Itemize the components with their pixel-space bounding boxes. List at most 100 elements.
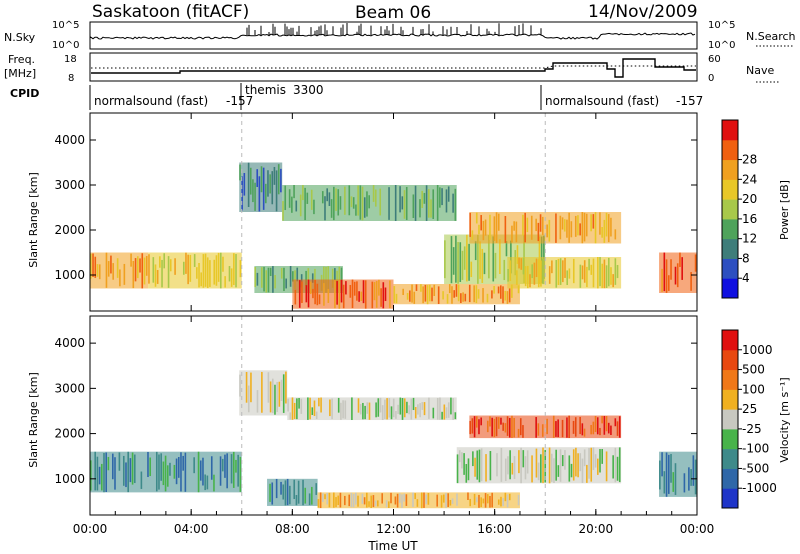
vel-colorbar-swatch-3 (722, 428, 738, 450)
power-region-10 (659, 252, 697, 293)
power-ylabel: Slant Range [km] (27, 172, 40, 268)
power-colorbar-label-3: 16 (742, 212, 757, 226)
noise-sky-trace (90, 32, 696, 40)
vel-ytick-label-2: 3000 (54, 381, 85, 395)
xtick-label-1: 04:00 (174, 522, 209, 536)
vel-colorbar-label-1: 500 (742, 363, 765, 377)
power-colorbar-swatch-4 (722, 199, 738, 220)
power-ytick-label-1: 2000 (54, 223, 85, 237)
cpid-seg0-name: normalsound (fast) (94, 94, 208, 108)
power-colorbar-label-4: 20 (742, 192, 757, 206)
cpid-seg1-name: themis (245, 83, 286, 97)
nave-tick-top: 60 (708, 54, 721, 65)
vel-colorbar-swatch-8 (722, 330, 738, 351)
power-colorbar-label-2: 12 (742, 232, 757, 246)
time-x-axis: 00:00 04:00 08:00 12:00 16:00 20:00 00:00 (73, 113, 715, 536)
vel-colorbar-swatch-1 (722, 468, 738, 489)
power-colorbar-swatch-1 (722, 258, 738, 279)
freq-label: Freq. (8, 53, 35, 66)
vel-region-7 (659, 451, 697, 497)
cpid-label: CPID (10, 87, 39, 100)
nsearch-label: N.Search (746, 30, 796, 43)
velocity-heatmap-marks (90, 316, 697, 515)
velocity-ylabel: Slant Range [km] (27, 372, 40, 468)
vel-colorbar-label-3: 25 (742, 402, 757, 416)
power-colorbar-swatch-2 (722, 238, 738, 259)
vel-colorbar-label-7: -1000 (742, 481, 777, 495)
power-colorbar-label-6: 28 (742, 153, 757, 167)
power-heatmap-marks (90, 113, 697, 311)
xtick-label-5: 20:00 (579, 522, 614, 536)
power-colorbar-swatch-0 (722, 278, 738, 299)
xtick-label-6: 00:00 (680, 522, 715, 536)
vel-colorbar-label-6: -500 (742, 461, 769, 475)
noise-strip-frame (89, 21, 698, 50)
vel-colorbar-label-0: 1000 (742, 343, 773, 357)
vel-region-4 (317, 492, 520, 509)
power-region-1 (148, 252, 242, 289)
vel-colorbar-swatch-6 (722, 369, 738, 390)
power-y-axis: 1000 2000 3000 4000 (54, 133, 697, 282)
vel-ytick-label-3: 4000 (54, 336, 85, 350)
vel-region-1 (239, 370, 288, 416)
power-colorbar-swatch-6 (722, 159, 738, 180)
cpid-seg2-name: normalsound (fast) (545, 94, 659, 108)
noise-right-tick-top: 10^5 (708, 20, 735, 31)
vel-colorbar-swatch-7 (722, 349, 738, 371)
freq-unit-label: [MHz] (4, 67, 36, 80)
station-title: Saskatoon (fitACF) (92, 2, 249, 22)
nave-trace (91, 65, 696, 69)
freq-strip-frame (89, 52, 698, 82)
noise-left-tick-bottom: 10^0 (52, 40, 79, 51)
vel-colorbar-swatch-0 (722, 488, 738, 509)
vel-ytick-label-1: 2000 (54, 427, 85, 441)
power-colorbar-label-5: 24 (742, 172, 757, 186)
power-region-2 (239, 162, 283, 212)
power-colorbar-swatch-5 (722, 179, 738, 200)
velocity-colorbar-frame (721, 329, 739, 509)
power-region-9 (507, 257, 622, 289)
power-ytick-label-3: 4000 (54, 133, 85, 147)
power-colorbar-swatch-8 (722, 120, 738, 141)
power-ytick-label-0: 1000 (54, 268, 85, 282)
velocity-colorbar-ticks: 1000 500 100 25 -25 -100 -500 -1000 (738, 343, 777, 495)
vel-colorbar-swatch-4 (722, 409, 738, 430)
power-region-6 (393, 284, 520, 305)
cpid-seg1-id: 3300 (293, 83, 324, 97)
beam-title: Beam 06 (355, 3, 431, 23)
power-colorbar-label-1: 8 (742, 251, 750, 265)
power-region-5 (292, 279, 394, 309)
xtick-label-0: 00:00 (73, 522, 108, 536)
nave-label: Nave (746, 64, 774, 77)
vel-ytick-label-0: 1000 (54, 472, 85, 486)
cpid-seg2-id: -157 (676, 94, 703, 108)
vel-colorbar-label-5: -100 (742, 442, 769, 456)
freq-tick-top: 18 (64, 54, 77, 65)
power-region-0 (90, 252, 149, 289)
nave-tick-bottom: 0 (708, 73, 714, 84)
vel-region-5 (456, 447, 622, 484)
power-region-3 (282, 185, 457, 221)
cpid-seg0-id: -157 (226, 94, 253, 108)
noise-right-tick-bottom: 10^0 (708, 40, 735, 51)
freq-tick-bottom: 8 (68, 73, 74, 84)
time-xlabel: Time UT (367, 539, 418, 553)
xtick-label-2: 08:00 (275, 522, 310, 536)
freq-trace (91, 58, 696, 78)
power-colorbar-swatch-3 (722, 218, 738, 240)
noise-left-tick-top: 10^5 (52, 20, 79, 31)
date-title: 14/Nov/2009 (588, 2, 698, 22)
power-colorbar-label: Power [dB] (778, 180, 791, 240)
power-colorbar-frame (721, 119, 739, 299)
nsky-label: N.Sky (4, 31, 36, 44)
velocity-colorbar (722, 330, 738, 509)
vel-region-6 (469, 415, 622, 439)
velocity-colorbar-label: Velocity [m s⁻¹] (778, 377, 791, 462)
vel-colorbar-swatch-2 (722, 448, 738, 469)
power-colorbar-label-0: 4 (742, 271, 750, 285)
xtick-label-3: 12:00 (376, 522, 411, 536)
vel-colorbar-swatch-5 (722, 389, 738, 410)
velocity-y-axis: 1000 2000 3000 4000 (54, 336, 697, 486)
power-ytick-label-2: 3000 (54, 178, 85, 192)
